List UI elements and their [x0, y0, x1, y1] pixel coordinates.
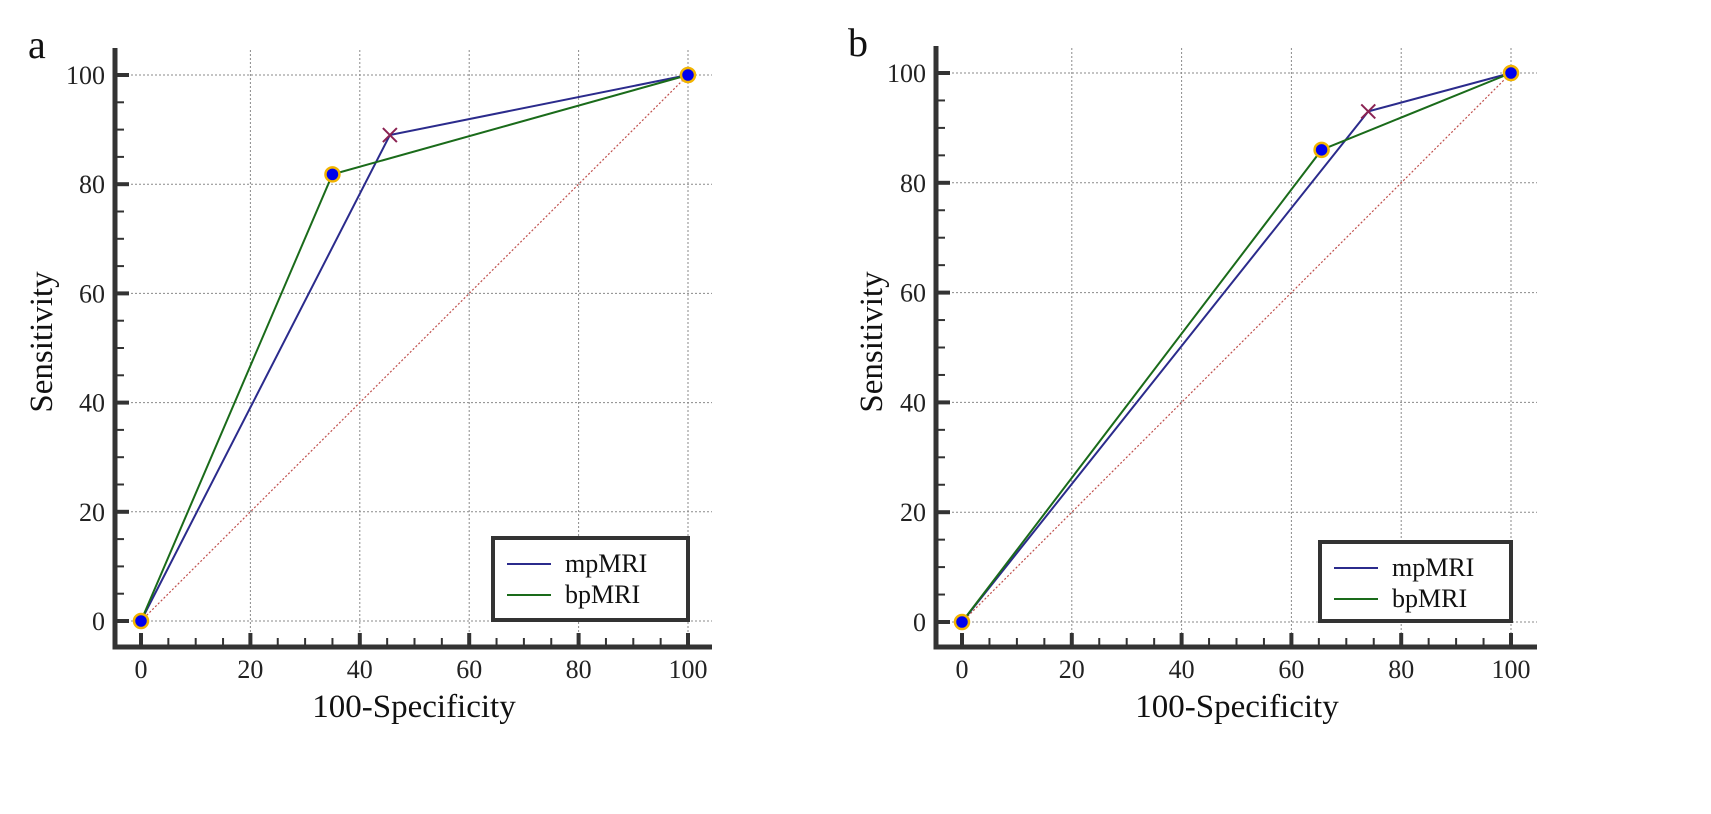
chart-panel-a: a 0 20 40 60 80 100 0 20 40 60 80 100 100-Specificity…: [24, 22, 712, 725]
legend-label-mpMRI: mpMRI: [565, 549, 647, 578]
x-tick-label: 100: [669, 655, 708, 684]
legend-label-mpMRI: mpMRI: [1392, 553, 1474, 582]
y-tick-label: 60: [900, 279, 926, 308]
x-tick-label: 40: [347, 655, 373, 684]
y-tick-label: 20: [79, 498, 105, 527]
y-tick-label: 100: [887, 59, 926, 88]
y-tick-label: 0: [913, 608, 926, 637]
x-tick-label: 0: [135, 655, 148, 684]
reference-diagonal: [140, 74, 689, 622]
legend-label-bpMRI: bpMRI: [1392, 584, 1467, 613]
point-mpMRI: [1360, 103, 1376, 120]
y-tick-label: 0: [92, 607, 105, 636]
y-axis-title: Sensitivity: [24, 271, 60, 413]
axes: [112, 48, 712, 650]
panel-label-a: a: [28, 22, 46, 67]
point-bpMRI: [132, 612, 150, 630]
point-mpMRI: [382, 127, 398, 143]
y-tick-label: 100: [66, 61, 105, 90]
x-axis-title: 100-Specificity: [312, 689, 516, 725]
x-tick-label: 100: [1492, 655, 1531, 684]
y-tick-label: 80: [900, 169, 926, 198]
y-tick-label: 40: [79, 389, 105, 418]
point-bpMRI: [679, 66, 697, 84]
y-tick-label: 20: [900, 498, 926, 527]
y-tick-label: 60: [79, 279, 105, 308]
cross-stroke: [382, 127, 398, 143]
reference-diagonal: [961, 72, 1512, 623]
legend-box: [491, 536, 690, 622]
x-tick-label: 20: [237, 655, 263, 684]
x-tick-label: 20: [1059, 655, 1085, 684]
y-axis-title: Sensitivity: [854, 271, 890, 413]
x-axis-title: 100-Specificity: [1135, 689, 1339, 725]
x-tick-label: 40: [1169, 655, 1195, 684]
point-bpMRI: [1502, 64, 1520, 82]
panel-label-b: b: [848, 20, 868, 65]
x-tick-label: 60: [1278, 655, 1304, 684]
cross-stroke: [1360, 103, 1376, 120]
legend-box: [1318, 540, 1513, 623]
x-tick-label: 80: [566, 655, 592, 684]
y-tick-label: 80: [79, 170, 105, 199]
point-bpMRI: [953, 613, 971, 631]
chart-panel-b: b 0 20 40 60 80 100 0 20 40 60 80 100 100-Specificity…: [848, 20, 1537, 725]
x-tick-label: 60: [456, 655, 482, 684]
point-bpMRI: [324, 166, 341, 183]
x-tick-label: 80: [1388, 655, 1414, 684]
legend-label-bpMRI: bpMRI: [565, 580, 640, 609]
y-tick-label: 40: [900, 388, 926, 417]
point-bpMRI: [1313, 141, 1330, 159]
axes: [933, 46, 1537, 650]
x-tick-label: 0: [956, 655, 969, 684]
